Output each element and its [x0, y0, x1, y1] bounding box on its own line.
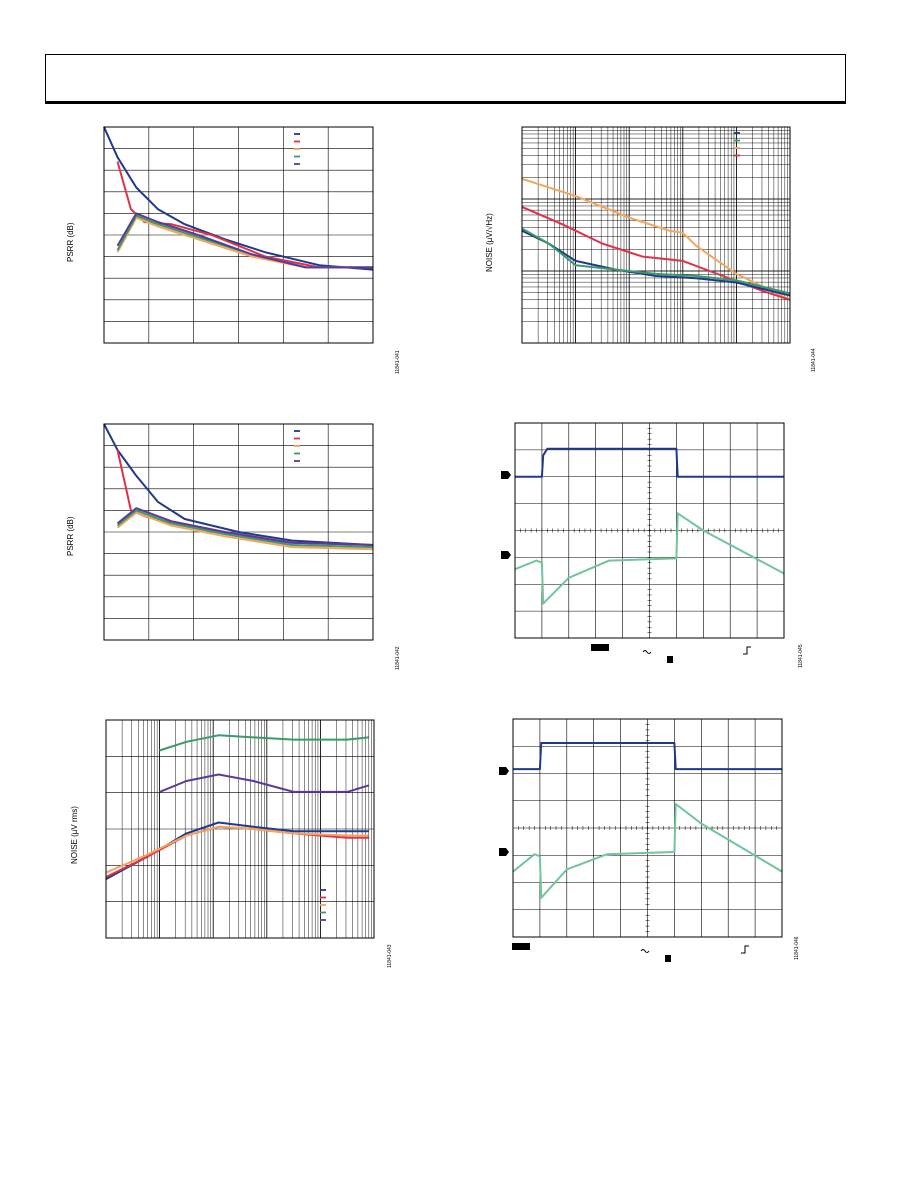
scope-footer [512, 943, 749, 962]
grid [104, 127, 373, 343]
rising-edge-icon [741, 945, 749, 954]
series-line-teal [512, 803, 783, 899]
scope-trace-2 [499, 718, 783, 962]
page-header [45, 54, 846, 102]
scope-footer [591, 644, 751, 663]
figure-number: 11841-044 [811, 348, 817, 372]
series-line-purple [116, 507, 374, 546]
grid [514, 422, 784, 638]
trigger-badge [667, 656, 673, 663]
channel-marker [499, 848, 509, 856]
grid [104, 424, 373, 640]
legend [734, 132, 740, 157]
series-line-teal [514, 512, 785, 605]
y-axis-label: NOISE (µV/√Hz) [485, 213, 494, 272]
legend [294, 430, 300, 462]
series-line-purple [116, 212, 373, 269]
header-rule [45, 102, 846, 104]
trigger-badge [665, 955, 671, 962]
ac-coupling-icon [640, 949, 650, 953]
figure-number: 11841-045 [798, 644, 804, 668]
chart-noise-density [521, 126, 791, 344]
grid [512, 718, 782, 937]
figure-number: 11841-042 [395, 646, 401, 670]
figure-number: 11841-043 [387, 944, 393, 968]
legend [294, 133, 300, 165]
series-line-green [116, 214, 373, 269]
series-line-red [116, 449, 374, 546]
series-line-orange [116, 511, 374, 551]
log-grid-y [522, 126, 790, 344]
plot-frame [103, 126, 374, 344]
chart-psrr-1 [103, 126, 374, 344]
chart-noise-rms [105, 719, 375, 939]
series-line-navy [103, 126, 374, 271]
figure-number: 11841-041 [395, 350, 401, 374]
series-line-navy [105, 821, 369, 880]
series-line-navy [103, 423, 374, 546]
series-line-navy [515, 447, 784, 478]
ac-coupling-icon [642, 650, 652, 654]
series-line-green [116, 509, 374, 549]
figure-number: 11841-046 [794, 936, 800, 960]
log-grid-x [521, 127, 791, 343]
scope-trace-1 [501, 422, 785, 663]
channel-badge [591, 644, 609, 651]
y-axis-label: PSRR (dB) [66, 516, 75, 556]
chart-psrr-2 [103, 423, 374, 641]
series-line-red [521, 205, 791, 301]
y-axis-label: PSRR (dB) [66, 222, 75, 262]
series-line-green [521, 227, 791, 295]
series-line-orange [105, 825, 369, 874]
series-line-purple [159, 773, 369, 793]
channel-badge [512, 943, 530, 950]
channel-marker [499, 767, 509, 775]
y-axis-label: NOISE (µV rms) [70, 806, 79, 864]
series-line-navy [513, 742, 782, 771]
rising-edge-icon [743, 646, 751, 655]
series-line-orange [521, 177, 791, 301]
series-line-navy [521, 229, 791, 297]
series-line-orange [116, 216, 373, 269]
channel-marker [501, 471, 511, 479]
plot-frame [514, 422, 785, 639]
plot-frame [512, 718, 783, 938]
legend [320, 889, 326, 921]
plot-frame [103, 423, 374, 641]
plot-frame [521, 126, 791, 344]
series-line-red [116, 161, 373, 269]
channel-marker [501, 551, 511, 559]
series-line-green [159, 734, 369, 752]
plot-frame [105, 719, 375, 939]
